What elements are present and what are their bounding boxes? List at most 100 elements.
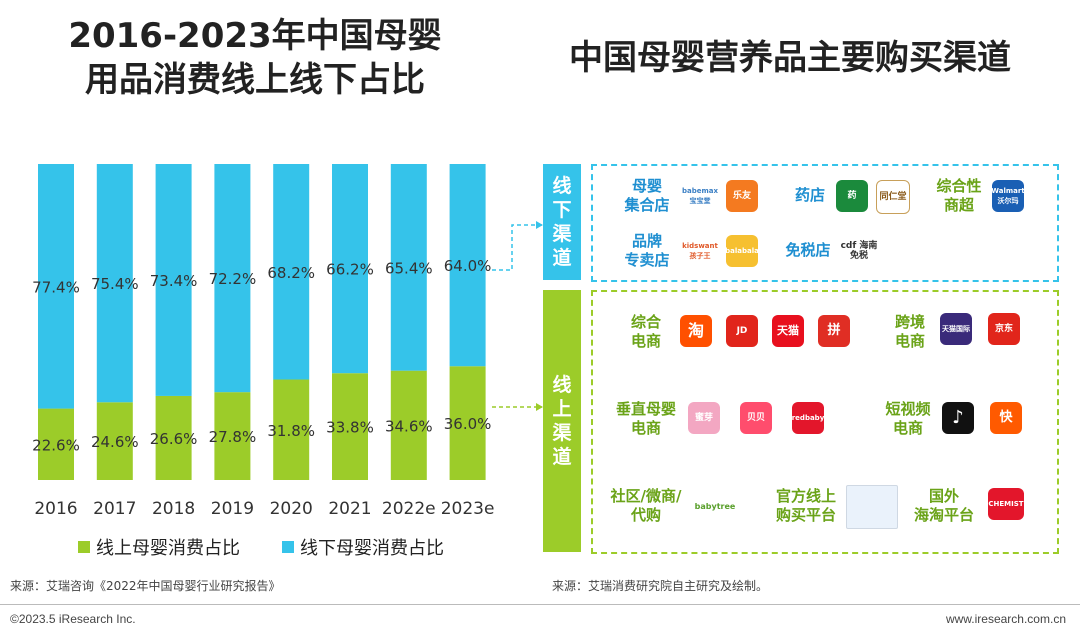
online-label-char: 线 xyxy=(552,374,572,396)
connector-lines xyxy=(492,221,543,411)
walmart-logo: Walmart 沃尔玛 xyxy=(992,180,1024,212)
bar-offline xyxy=(332,164,368,374)
legend-online: 线上母婴消费占比 xyxy=(78,534,240,560)
bar-offline xyxy=(449,164,486,367)
offline-connector xyxy=(492,224,542,271)
pinduoduo-logo: 拼 xyxy=(818,315,850,347)
group-name: 集合店 xyxy=(624,196,670,214)
kuaishou-logo: 快 xyxy=(990,402,1022,434)
group-name: 电商 xyxy=(892,419,923,437)
data-label-online: 36.0% xyxy=(444,415,492,433)
data-label-online: 34.6% xyxy=(385,417,433,435)
x-tick-label: 2017 xyxy=(93,499,136,519)
cdf-logo: cdf 海南免税 xyxy=(840,241,878,261)
official-site-screenshot xyxy=(846,485,898,529)
beijing-tongrentang-logo: 同仁堂 xyxy=(876,180,910,214)
offline-connector-arrow xyxy=(536,221,543,229)
group-name: 专卖店 xyxy=(624,251,670,269)
offline-group-brand-store: 品牌 专卖店 xyxy=(612,232,682,270)
left-title: 2016-2023年中国母婴 用品消费线上线下占比 xyxy=(30,14,480,102)
bar-offline xyxy=(155,164,192,396)
offline-group-pharmacy: 药店 xyxy=(794,186,825,204)
offline-label-char: 线 xyxy=(552,175,572,197)
online-group-cross-border: 跨境 电商 xyxy=(884,313,936,351)
data-label-offline: 68.2% xyxy=(267,264,315,282)
bar-online xyxy=(449,366,486,480)
babytree-logo: babytree xyxy=(694,502,736,511)
online-label-char: 道 xyxy=(552,446,572,468)
data-label-offline: 64.0% xyxy=(444,257,492,275)
online-group-short-video: 短视频 电商 xyxy=(878,400,938,438)
bar-online xyxy=(214,392,251,480)
legend-swatch-offline xyxy=(282,541,294,553)
offline-group-mother-baby-store: 母婴 集合店 xyxy=(612,177,682,215)
data-label-online: 27.8% xyxy=(209,428,257,446)
balabala-logo: balabala xyxy=(726,235,758,267)
data-label-online: 31.8% xyxy=(267,422,315,440)
online-channel-label: 线 上 渠 道 xyxy=(543,290,581,552)
group-name: 电商 xyxy=(630,332,661,350)
legend-swatch-online xyxy=(78,541,90,553)
online-label-char: 渠 xyxy=(552,422,572,444)
data-label-offline: 65.4% xyxy=(385,259,433,277)
data-label-online: 22.6% xyxy=(32,436,80,454)
bar-offline xyxy=(273,164,310,380)
left-title-line2: 用品消费线上线下占比 xyxy=(85,60,425,100)
group-name: 短视频 xyxy=(885,400,931,418)
online-label-char: 上 xyxy=(552,398,572,420)
right-title: 中国母婴营养品主要购买渠道 xyxy=(569,38,1011,78)
data-label-offline: 66.2% xyxy=(326,261,374,279)
footer-website: www.iresearch.com.cn xyxy=(945,612,1066,626)
offline-group-supermarket: 综合性 商超 xyxy=(930,177,988,215)
data-label-offline: 72.2% xyxy=(209,270,257,288)
tmall-global-logo: 天猫国际 xyxy=(940,313,972,345)
offline-label-char: 下 xyxy=(552,199,572,221)
beibei-logo: 贝贝 xyxy=(740,402,772,434)
online-group-community: 社区/微商/ 代购 xyxy=(602,487,690,525)
offline-label-char: 道 xyxy=(552,247,572,269)
data-label-offline: 77.4% xyxy=(32,278,80,296)
group-name: 垂直母婴 xyxy=(615,400,676,418)
legend-offline: 线下母婴消费占比 xyxy=(282,534,444,560)
online-group-overseas: 国外 海淘平台 xyxy=(908,487,980,525)
group-name: 品牌 xyxy=(631,232,662,250)
source-right: 来源：艾瑞消费研究院自主研究及绘制。 xyxy=(552,579,769,593)
group-name: 综合 xyxy=(630,313,661,331)
jd-global-logo: 京东 xyxy=(988,313,1020,345)
offline-group-duty-free: 免税店 xyxy=(785,241,831,259)
redbaby-logo: redbaby xyxy=(792,402,824,434)
kidswant-logo: kidswant 孩子王 xyxy=(682,242,718,260)
offline-label-char: 渠 xyxy=(552,223,572,245)
source-left: 来源：艾瑞咨询《2022年中国母婴行业研究报告》 xyxy=(10,579,281,593)
group-name: 电商 xyxy=(630,419,661,437)
group-name: 国外 xyxy=(928,487,959,505)
douyin-logo: ♪ xyxy=(942,402,974,434)
group-name: 代购 xyxy=(630,506,661,524)
online-group-official-platform: 官方线上 购买平台 xyxy=(770,487,842,525)
group-name: 电商 xyxy=(894,332,925,350)
offline-channel-label: 线 下 渠 道 xyxy=(543,164,581,280)
group-name: 社区/微商/ xyxy=(610,487,682,505)
bar-online xyxy=(96,402,133,480)
offline-channel-box xyxy=(591,164,1059,282)
group-name: 海淘平台 xyxy=(913,506,974,524)
footer-copyright: ©2023.5 iResearch Inc. xyxy=(10,612,136,626)
x-tick-label: 2022e xyxy=(382,499,436,519)
x-tick-label: 2021 xyxy=(328,499,371,519)
left-title-line1: 2016-2023年中国母婴 xyxy=(68,16,442,56)
babemax-logo: babemax 宝宝堂 xyxy=(681,187,719,205)
pharmacy-logo: 药 xyxy=(836,180,868,212)
bar-online xyxy=(38,408,74,480)
legend-label-offline: 线下母婴消费占比 xyxy=(300,538,444,559)
bar-online xyxy=(332,373,368,480)
leyou-logo: 乐友 xyxy=(726,180,758,212)
data-label-offline: 73.4% xyxy=(150,272,198,290)
data-label-offline: 75.4% xyxy=(91,275,139,293)
tmall-logo: 天猫 xyxy=(772,315,804,347)
chemist-warehouse-logo: CHEMIST xyxy=(988,488,1024,520)
bar-offline xyxy=(96,164,133,403)
group-name: 综合性 xyxy=(936,177,982,195)
x-tick-label: 2019 xyxy=(211,499,254,519)
data-label-online: 33.8% xyxy=(326,419,374,437)
data-label-online: 24.6% xyxy=(91,433,139,451)
